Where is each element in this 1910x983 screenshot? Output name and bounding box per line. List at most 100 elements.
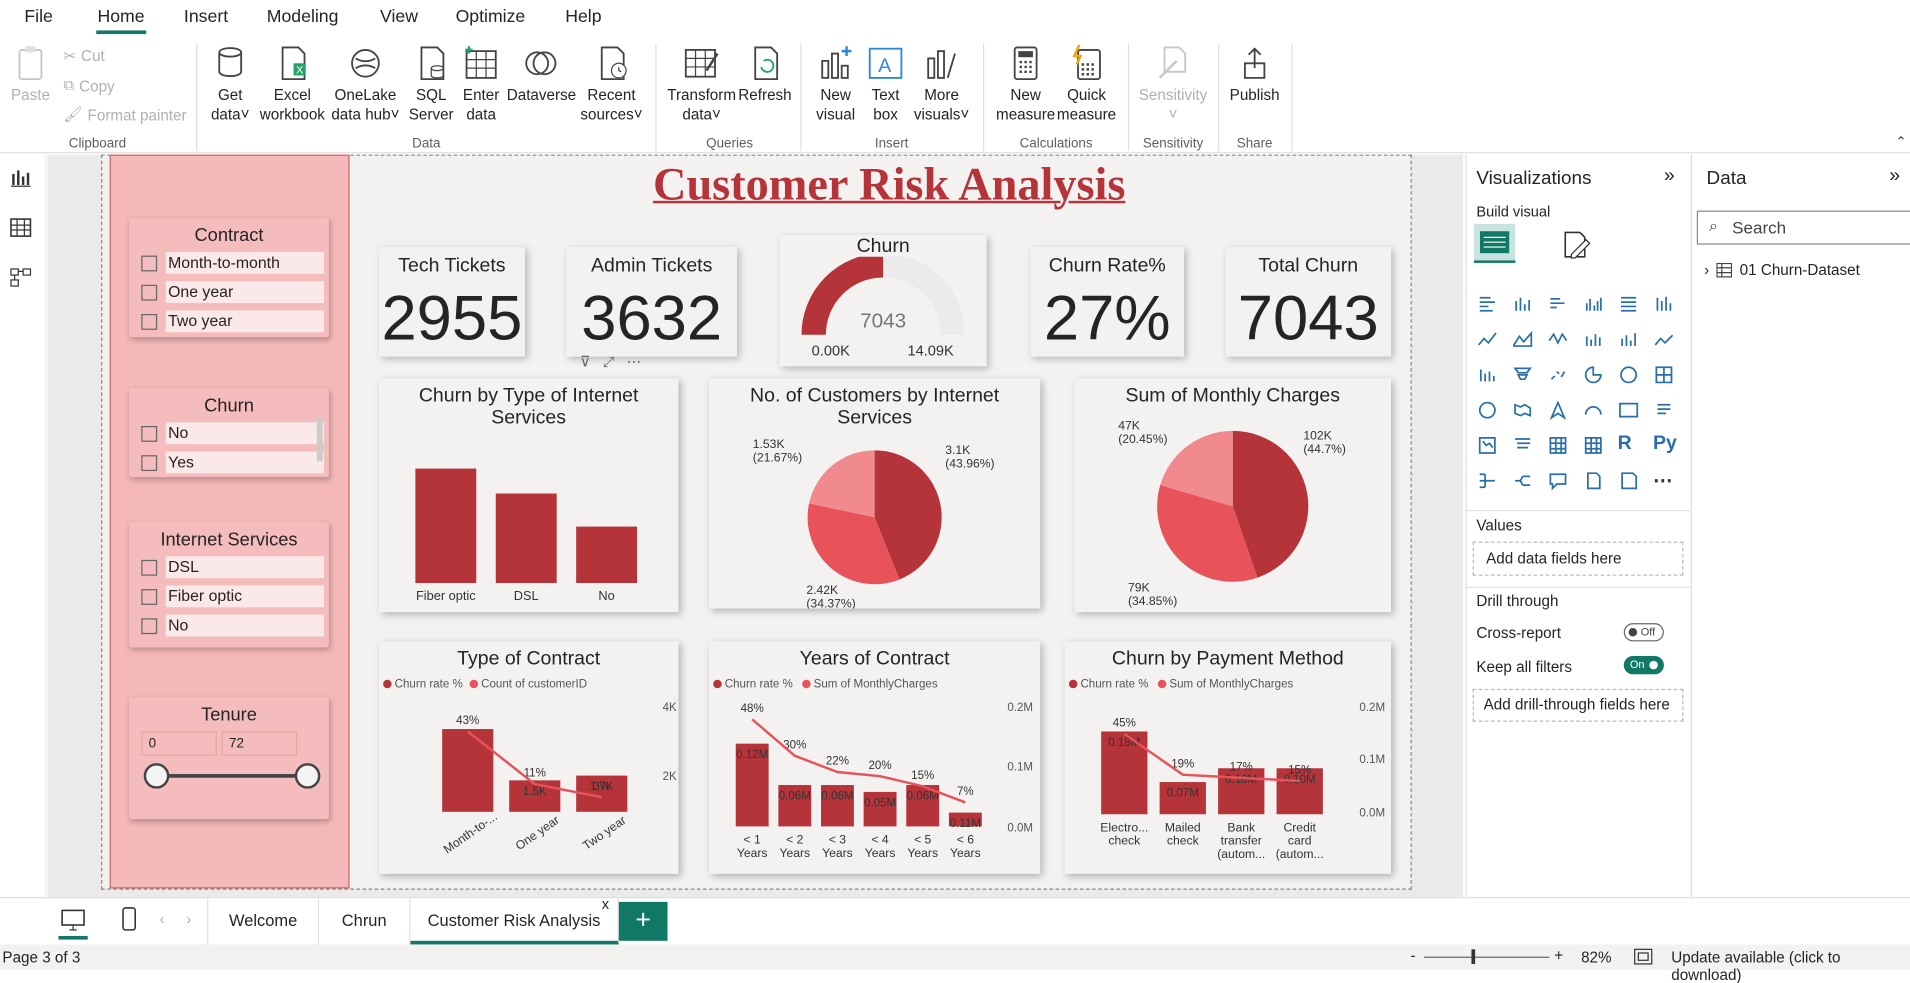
checkbox[interactable] xyxy=(141,559,158,576)
zoom-out-button[interactable]: - xyxy=(1410,946,1416,964)
slicer-option[interactable]: No xyxy=(141,421,325,445)
tab-scroll-left-icon[interactable]: ‹ xyxy=(159,910,165,928)
visual-type-icon[interactable] xyxy=(1476,365,1498,384)
visual-type-icon[interactable] xyxy=(1547,471,1569,491)
tech-tickets-card[interactable]: Tech Tickets 2955 xyxy=(378,247,526,357)
checkbox[interactable] xyxy=(141,588,158,605)
tab-chrun[interactable]: Chrun xyxy=(319,898,411,945)
menu-help[interactable]: Help xyxy=(565,7,602,27)
checkbox[interactable] xyxy=(141,284,158,301)
tenure-slider-max-handle[interactable] xyxy=(294,763,321,789)
checkbox[interactable] xyxy=(141,254,158,271)
excel-workbook-button[interactable]: X Excel workbook xyxy=(258,44,326,124)
transform-data-button[interactable]: Transform data˅ xyxy=(665,44,738,124)
tenure-max-input[interactable]: 72 xyxy=(221,731,298,756)
menu-home[interactable]: Home xyxy=(97,7,145,27)
new-measure-button[interactable]: New measure xyxy=(994,44,1057,124)
visual-type-icon[interactable] xyxy=(1653,295,1675,314)
monthly-charges-visual[interactable]: Sum of Monthly Charges 102K (44.7%) 79K (34… xyxy=(1074,378,1392,613)
slicer-option[interactable]: Month-to-month xyxy=(141,251,325,275)
quick-measure-button[interactable]: Quick measure xyxy=(1055,44,1118,124)
checkbox[interactable] xyxy=(141,313,158,330)
visual-type-icon[interactable] xyxy=(1582,436,1604,455)
visual-type-icon[interactable] xyxy=(1547,295,1569,314)
tab-scroll-right-icon[interactable]: › xyxy=(186,910,192,928)
total-churn-card[interactable]: Total Churn 7043 xyxy=(1225,247,1392,357)
table-node[interactable]: › 01 Churn-Dataset xyxy=(1704,262,1860,279)
churn-by-internet-visual[interactable]: Churn by Type of Internet Services Fiber… xyxy=(378,378,679,613)
visual-type-icon[interactable] xyxy=(1618,295,1640,314)
desktop-layout-icon[interactable] xyxy=(58,908,87,932)
visual-type-icon[interactable] xyxy=(1512,436,1534,455)
cut-button[interactable]: ✂ Cut xyxy=(63,46,105,65)
visual-type-icon[interactable] xyxy=(1476,471,1498,490)
slicer-option[interactable]: No xyxy=(141,613,325,637)
customers-by-internet-visual[interactable]: No. of Customers by Internet Services 3.… xyxy=(708,378,1041,609)
format-visual-icon[interactable] xyxy=(1559,228,1593,262)
admin-tickets-card[interactable]: Admin Tickets 3632 xyxy=(566,247,737,357)
enter-data-button[interactable]: Enter data xyxy=(458,44,504,124)
add-drill-through-well[interactable]: Add drill-through fields here xyxy=(1472,688,1684,722)
visual-type-icon[interactable] xyxy=(1547,400,1569,420)
format-painter-button[interactable]: 🖌 Format painter xyxy=(63,105,187,124)
type-of-contract-visual[interactable]: Type of Contract Churn rate % Count of cu… xyxy=(378,641,679,874)
checkbox[interactable] xyxy=(141,454,158,471)
table-view-icon[interactable] xyxy=(10,217,32,239)
visual-type-icon[interactable] xyxy=(1512,400,1534,419)
visual-type-icon[interactable] xyxy=(1476,330,1498,349)
visual-type-icon[interactable] xyxy=(1618,471,1640,490)
python-visual-icon[interactable]: Py xyxy=(1652,433,1677,454)
report-view-icon[interactable] xyxy=(10,167,32,189)
visual-type-icon[interactable] xyxy=(1547,365,1569,384)
copy-button[interactable]: ⧉ Copy xyxy=(63,76,115,95)
visual-type-icon[interactable] xyxy=(1476,436,1498,455)
more-visuals-button[interactable]: More visuals˅ xyxy=(911,44,972,124)
visual-type-icon[interactable] xyxy=(1476,400,1498,419)
tenure-min-input[interactable]: 0 xyxy=(141,731,217,756)
visual-type-icon[interactable] xyxy=(1582,330,1604,349)
slicer-option[interactable]: DSL xyxy=(141,555,325,579)
visual-type-icon[interactable] xyxy=(1512,295,1534,314)
new-visual-button[interactable]: New visual xyxy=(811,44,860,124)
publish-button[interactable]: Publish xyxy=(1228,44,1282,105)
zoom-slider[interactable] xyxy=(1423,956,1550,958)
r-script-visual-icon[interactable]: R xyxy=(1617,433,1632,454)
checkbox[interactable] xyxy=(141,617,158,634)
keep-filters-toggle[interactable]: On xyxy=(1623,656,1664,675)
visual-type-icon[interactable] xyxy=(1582,365,1604,384)
mobile-layout-icon[interactable] xyxy=(117,906,141,935)
add-data-fields-well[interactable]: Add data fields here xyxy=(1472,541,1684,576)
tab-welcome[interactable]: Welcome xyxy=(207,898,320,945)
visual-type-icon[interactable] xyxy=(1582,400,1604,419)
sensitivity-button[interactable]: Sensitivity ˅ xyxy=(1135,44,1211,124)
visual-type-icon[interactable] xyxy=(1618,400,1640,419)
visual-type-icon[interactable] xyxy=(1476,295,1498,314)
visual-type-icon[interactable] xyxy=(1653,365,1675,384)
model-view-icon[interactable] xyxy=(10,267,32,289)
menu-modeling[interactable]: Modeling xyxy=(266,7,339,27)
visual-type-icon[interactable] xyxy=(1512,365,1534,384)
slicer-scrollbar[interactable] xyxy=(316,417,323,462)
churn-by-payment-visual[interactable]: Churn by Payment Method Churn rate % Sum … xyxy=(1064,641,1392,874)
collapse-ribbon-icon[interactable]: ⌃ xyxy=(1895,135,1907,150)
text-box-button[interactable]: A Text box xyxy=(862,44,908,124)
paste-button[interactable]: Paste xyxy=(7,44,53,105)
checkbox[interactable] xyxy=(141,425,158,442)
get-data-button[interactable]: Get data˅ xyxy=(202,44,258,124)
menu-view[interactable]: View xyxy=(380,7,419,27)
slicer-option[interactable]: Fiber optic xyxy=(141,584,325,608)
tab-customer-risk-analysis[interactable]: Customer Risk Analysis x xyxy=(410,896,619,945)
collapse-pane-icon[interactable]: » xyxy=(1889,165,1901,187)
filter-icon[interactable]: ⊽ xyxy=(579,352,591,370)
recent-sources-button[interactable]: Recent sources˅ xyxy=(580,44,643,124)
close-tab-icon[interactable]: x xyxy=(601,895,610,913)
slicer-option[interactable]: One year xyxy=(141,280,325,304)
cross-report-toggle[interactable]: Off xyxy=(1623,623,1664,642)
visual-type-icon[interactable] xyxy=(1512,330,1534,349)
focus-mode-icon[interactable]: ⤢ xyxy=(602,352,615,370)
zoom-in-button[interactable]: + xyxy=(1554,946,1564,964)
visual-type-icon[interactable] xyxy=(1618,330,1640,349)
dataverse-button[interactable]: Dataverse xyxy=(507,44,576,105)
visual-type-icon[interactable] xyxy=(1582,471,1604,490)
sql-server-button[interactable]: SQL Server xyxy=(407,44,456,124)
